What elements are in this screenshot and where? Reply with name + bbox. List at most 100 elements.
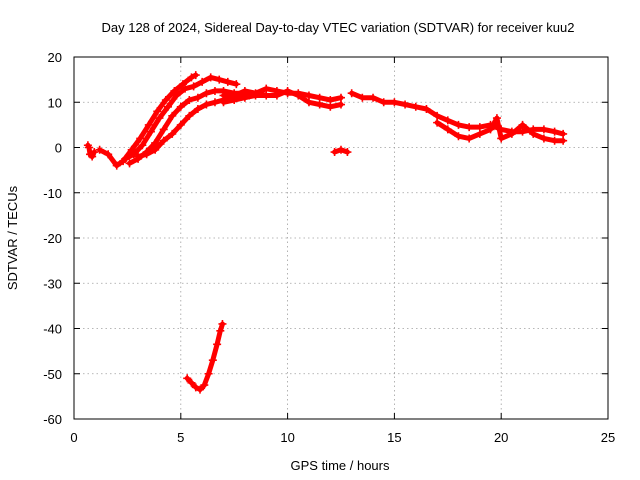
data-point-marker xyxy=(379,98,388,107)
y-tick-label: -10 xyxy=(43,186,62,201)
data-point-marker xyxy=(272,91,281,100)
series-arc-b xyxy=(121,73,241,163)
chart-title: Day 128 of 2024, Sidereal Day-to-day VTE… xyxy=(101,20,574,35)
series-arc-a xyxy=(95,71,200,170)
data-point-marker xyxy=(183,374,192,383)
data-point-marker xyxy=(185,111,194,120)
data-point-marker xyxy=(315,93,324,102)
data-point-marker xyxy=(196,385,205,394)
data-point-marker xyxy=(218,319,227,328)
series-late-lower xyxy=(433,114,568,145)
series-late-trend xyxy=(347,89,568,138)
data-point-marker xyxy=(112,161,121,170)
data-point-marker xyxy=(262,84,271,93)
data-point-marker xyxy=(559,136,568,145)
y-tick-label: 20 xyxy=(48,50,62,65)
data-point-marker xyxy=(465,123,474,132)
data-point-marker xyxy=(163,102,172,111)
y-tick-label: -50 xyxy=(43,367,62,382)
data-point-marker xyxy=(232,80,241,89)
data-point-marker xyxy=(443,125,452,134)
data-point-marker xyxy=(189,82,198,91)
data-point-marker xyxy=(518,127,527,136)
x-tick-label: 15 xyxy=(387,430,401,445)
data-point-marker xyxy=(518,120,527,129)
data-point-marker xyxy=(84,143,93,152)
data-point-marker xyxy=(539,134,548,143)
y-tick-label: -20 xyxy=(43,231,62,246)
series-early-isolated xyxy=(83,141,99,161)
y-tick-label: 10 xyxy=(48,95,62,110)
data-point-marker xyxy=(262,91,271,100)
data-point-marker xyxy=(191,71,200,80)
data-point-marker xyxy=(215,75,224,84)
data-point-marker xyxy=(213,340,222,349)
data-point-marker xyxy=(507,129,516,138)
data-point-marker xyxy=(475,129,484,138)
data-point-marker xyxy=(170,86,179,95)
data-point-marker xyxy=(104,150,113,159)
data-point-marker xyxy=(559,129,568,138)
data-point-marker xyxy=(168,129,177,138)
x-tick-label: 20 xyxy=(494,430,508,445)
data-point-marker xyxy=(176,102,185,111)
data-point-marker xyxy=(433,111,442,120)
data-point-marker xyxy=(401,100,410,109)
data-point-marker xyxy=(185,95,194,104)
data-point-marker xyxy=(216,326,225,335)
x-axis-label: GPS time / hours xyxy=(291,458,390,473)
data-point-marker xyxy=(181,84,190,93)
data-point-marker xyxy=(193,105,202,114)
data-point-marker xyxy=(337,100,345,109)
data-point-marker xyxy=(326,102,335,111)
data-point-marker xyxy=(187,73,196,82)
data-point-marker xyxy=(411,102,420,111)
x-tick-label: 25 xyxy=(601,430,615,445)
series-layer xyxy=(83,71,568,394)
data-point-marker xyxy=(146,127,155,136)
data-point-marker xyxy=(121,154,130,163)
data-point-marker xyxy=(304,98,313,107)
data-point-marker xyxy=(142,150,151,159)
data-point-marker xyxy=(159,125,168,134)
data-point-marker xyxy=(337,145,345,154)
data-point-marker xyxy=(136,134,145,143)
data-point-marker xyxy=(315,100,324,109)
series-arc-c xyxy=(125,86,249,168)
data-point-marker xyxy=(210,98,219,107)
data-point-marker xyxy=(497,134,506,143)
data-point-marker xyxy=(153,107,162,116)
data-point-marker xyxy=(138,141,147,150)
data-point-marker xyxy=(144,120,153,129)
data-point-marker xyxy=(161,95,170,104)
data-point-marker xyxy=(326,95,335,104)
data-point-marker xyxy=(204,369,213,378)
data-point-marker xyxy=(294,91,303,100)
data-point-marker xyxy=(159,136,168,145)
x-tick-label: 0 xyxy=(70,430,77,445)
data-point-marker xyxy=(223,77,232,86)
data-point-marker xyxy=(330,148,339,157)
data-point-marker xyxy=(304,91,313,100)
data-point-marker xyxy=(390,98,399,107)
data-point-marker xyxy=(422,105,431,114)
data-point-marker xyxy=(206,73,215,82)
x-tick-label: 5 xyxy=(177,430,184,445)
y-axis-label: SDTVAR / TECUs xyxy=(5,185,20,290)
data-point-marker xyxy=(208,356,217,365)
series-small-segment xyxy=(330,145,352,157)
data-point-marker xyxy=(230,95,239,104)
data-point-marker xyxy=(240,93,249,102)
data-point-marker xyxy=(465,134,474,143)
data-point-marker xyxy=(219,98,228,107)
series-negative-dip xyxy=(183,319,227,394)
data-point-marker xyxy=(202,89,211,98)
data-point-marker xyxy=(88,152,97,161)
data-point-marker xyxy=(343,148,352,157)
data-point-marker xyxy=(337,93,345,102)
data-point-marker xyxy=(125,159,134,168)
tick-layer: 0 5 10 15 20 25 -60 -50 -40 -30 -20 -10 0 10 20 xyxy=(43,50,615,445)
data-point-marker xyxy=(529,129,538,138)
data-point-marker xyxy=(219,91,228,100)
